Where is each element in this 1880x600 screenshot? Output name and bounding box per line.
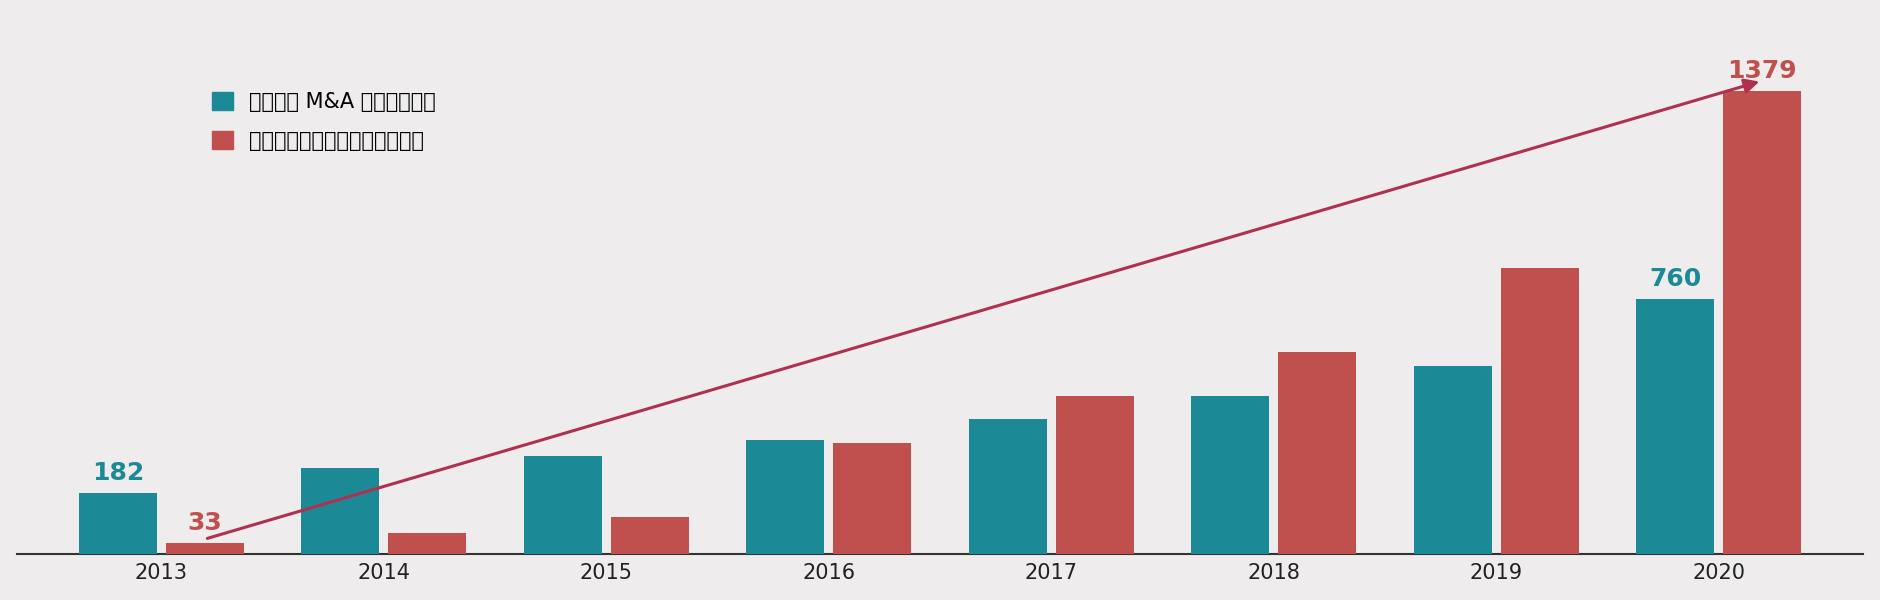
Bar xyxy=(1414,365,1491,554)
Bar xyxy=(1724,91,1801,554)
Bar xyxy=(389,533,466,554)
Bar xyxy=(525,456,602,554)
Bar xyxy=(1500,268,1579,554)
Bar xyxy=(1278,352,1355,554)
Bar xyxy=(968,419,1047,554)
Bar xyxy=(79,493,156,554)
Bar xyxy=(1192,396,1269,554)
Bar xyxy=(301,468,380,554)
Bar xyxy=(1057,396,1134,554)
Bar xyxy=(611,517,688,554)
Bar xyxy=(833,443,912,554)
Bar xyxy=(746,440,823,554)
Legend: 中小企業 M&A 仲介大手３社, 事業承継・引継ぎ支援センター: 中小企業 M&A 仲介大手３社, 事業承継・引継ぎ支援センター xyxy=(212,92,436,151)
Bar xyxy=(165,542,244,554)
Text: 1379: 1379 xyxy=(1728,59,1797,83)
Bar xyxy=(1636,299,1715,554)
Text: 760: 760 xyxy=(1649,267,1701,291)
Text: 182: 182 xyxy=(92,461,145,485)
Text: 33: 33 xyxy=(188,511,222,535)
